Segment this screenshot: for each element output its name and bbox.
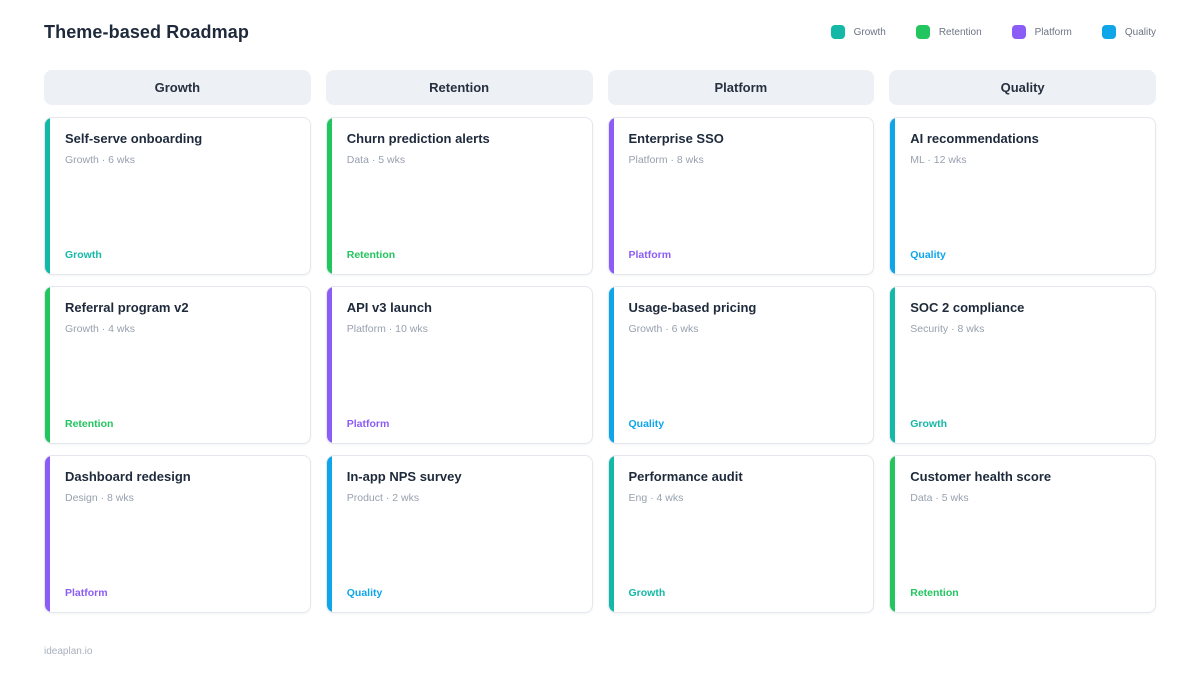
roadmap-card-self-serve-onboarding[interactable]: Self-serve onboarding Growth · 6 wks Gro…: [44, 117, 311, 275]
quality-color-swatch: [1101, 25, 1116, 39]
card-theme-tag: Growth: [628, 587, 666, 599]
card-accent-bar: [608, 287, 614, 443]
card-theme-tag: Quality: [628, 418, 665, 430]
roadmap-card-dashboard-redesign[interactable]: Dashboard redesign Design · 8 wks Platfo…: [44, 455, 311, 613]
roadmap-board: Growth Self-serve onboarding Growth · 6 …: [44, 70, 1156, 613]
card-title: Churn prediction alerts: [346, 131, 490, 146]
column-quality: Quality AI recommendations ML · 12 wks Q…: [889, 70, 1156, 613]
card-accent-bar: [326, 287, 332, 443]
roadmap-card-in-app-nps-survey[interactable]: In-app NPS survey Product · 2 wks Qualit…: [325, 455, 593, 613]
roadmap-card-performance-audit[interactable]: Performance audit Eng · 4 wks Growth: [607, 455, 875, 613]
roadmap-card-api-v3-launch[interactable]: API v3 launch Platform · 10 wks Platform: [325, 286, 593, 444]
card-theme-tag: Platform: [628, 249, 672, 261]
card-meta: Data · 5 wks: [910, 492, 969, 504]
card-title: Usage-based pricing: [628, 300, 757, 315]
card-accent-bar: [890, 118, 896, 274]
column-header-growth: Growth: [44, 70, 311, 105]
card-title: API v3 launch: [346, 300, 432, 315]
roadmap-card-usage-based-pricing[interactable]: Usage-based pricing Growth · 6 wks Quali…: [607, 286, 875, 444]
card-title: Self-serve onboarding: [65, 131, 203, 146]
legend-label: Platform: [1034, 26, 1072, 38]
card-meta: Data · 5 wks: [346, 154, 406, 166]
column-retention: Retention Churn prediction alerts Data ·…: [325, 70, 593, 613]
card-title: In-app NPS survey: [346, 469, 462, 484]
roadmap-card-referral-program-v2[interactable]: Referral program v2 Growth · 4 wks Reten…: [44, 286, 311, 444]
card-theme-tag: Quality: [910, 249, 946, 261]
card-title: Enterprise SSO: [628, 131, 724, 146]
card-accent-bar: [608, 456, 614, 612]
card-theme-tag: Platform: [65, 587, 108, 599]
card-meta: Design · 8 wks: [65, 492, 134, 504]
column-header-platform: Platform: [607, 70, 875, 105]
roadmap-card-ai-recommendations[interactable]: AI recommendations ML · 12 wks Quality: [889, 117, 1156, 275]
card-meta: Platform · 10 wks: [346, 323, 428, 335]
card-theme-tag: Retention: [65, 418, 114, 430]
legend-label: Growth: [853, 26, 886, 38]
card-meta: Product · 2 wks: [346, 492, 420, 504]
column-cards: AI recommendations ML · 12 wks Quality S…: [889, 117, 1156, 613]
card-accent-bar: [608, 118, 614, 274]
card-meta: Growth · 4 wks: [65, 323, 136, 335]
legend-item-platform: Platform: [1011, 25, 1072, 39]
column-header-retention: Retention: [325, 70, 593, 105]
card-theme-tag: Growth: [65, 249, 102, 261]
roadmap-card-soc-2-compliance[interactable]: SOC 2 compliance Security · 8 wks Growth: [889, 286, 1156, 444]
card-meta: Security · 8 wks: [910, 323, 985, 335]
column-cards: Churn prediction alerts Data · 5 wks Ret…: [325, 117, 593, 613]
card-theme-tag: Growth: [910, 418, 947, 430]
top-bar: Theme-based Roadmap Growth Retention Pla…: [44, 18, 1156, 46]
column-header-quality: Quality: [889, 70, 1156, 105]
roadmap-card-churn-prediction-alerts[interactable]: Churn prediction alerts Data · 5 wks Ret…: [325, 117, 593, 275]
card-accent-bar: [326, 118, 332, 274]
card-accent-bar: [326, 456, 332, 612]
card-meta: Platform · 8 wks: [628, 154, 704, 166]
roadmap-card-customer-health-score[interactable]: Customer health score Data · 5 wks Reten…: [889, 455, 1156, 613]
legend-item-quality: Quality: [1101, 25, 1156, 39]
column-cards: Self-serve onboarding Growth · 6 wks Gro…: [44, 117, 311, 613]
card-accent-bar: [890, 287, 896, 443]
legend-label: Quality: [1124, 26, 1156, 38]
card-title: Performance audit: [628, 469, 743, 484]
card-title: Dashboard redesign: [65, 469, 191, 484]
card-theme-tag: Quality: [346, 587, 383, 599]
card-title: Referral program v2: [65, 300, 189, 315]
card-accent-bar: [890, 456, 896, 612]
legend-item-retention: Retention: [915, 25, 982, 39]
card-accent-bar: [45, 287, 50, 443]
card-theme-tag: Retention: [910, 587, 959, 599]
column-platform: Platform Enterprise SSO Platform · 8 wks…: [607, 70, 875, 613]
platform-color-swatch: [1011, 25, 1026, 39]
roadmap-card-enterprise-sso[interactable]: Enterprise SSO Platform · 8 wks Platform: [607, 117, 875, 275]
legend-item-growth: Growth: [830, 25, 886, 39]
card-meta: Growth · 6 wks: [65, 154, 136, 166]
column-cards: Enterprise SSO Platform · 8 wks Platform…: [607, 117, 875, 613]
card-meta: Growth · 6 wks: [628, 323, 699, 335]
legend: Growth Retention Platform Quality: [830, 25, 1156, 39]
card-title: SOC 2 compliance: [910, 300, 1025, 315]
card-meta: Eng · 4 wks: [628, 492, 684, 504]
card-title: Customer health score: [910, 469, 1052, 484]
card-meta: ML · 12 wks: [910, 154, 967, 166]
card-accent-bar: [45, 118, 50, 274]
column-growth: Growth Self-serve onboarding Growth · 6 …: [44, 70, 311, 613]
retention-color-swatch: [915, 25, 930, 39]
growth-color-swatch: [830, 25, 845, 39]
footer-branding: ideaplan.io: [44, 646, 93, 657]
card-theme-tag: Platform: [346, 418, 390, 430]
legend-label: Retention: [938, 26, 982, 38]
page-title: Theme-based Roadmap: [44, 21, 249, 42]
card-accent-bar: [45, 456, 50, 612]
card-theme-tag: Retention: [346, 249, 396, 261]
card-title: AI recommendations: [910, 131, 1039, 146]
